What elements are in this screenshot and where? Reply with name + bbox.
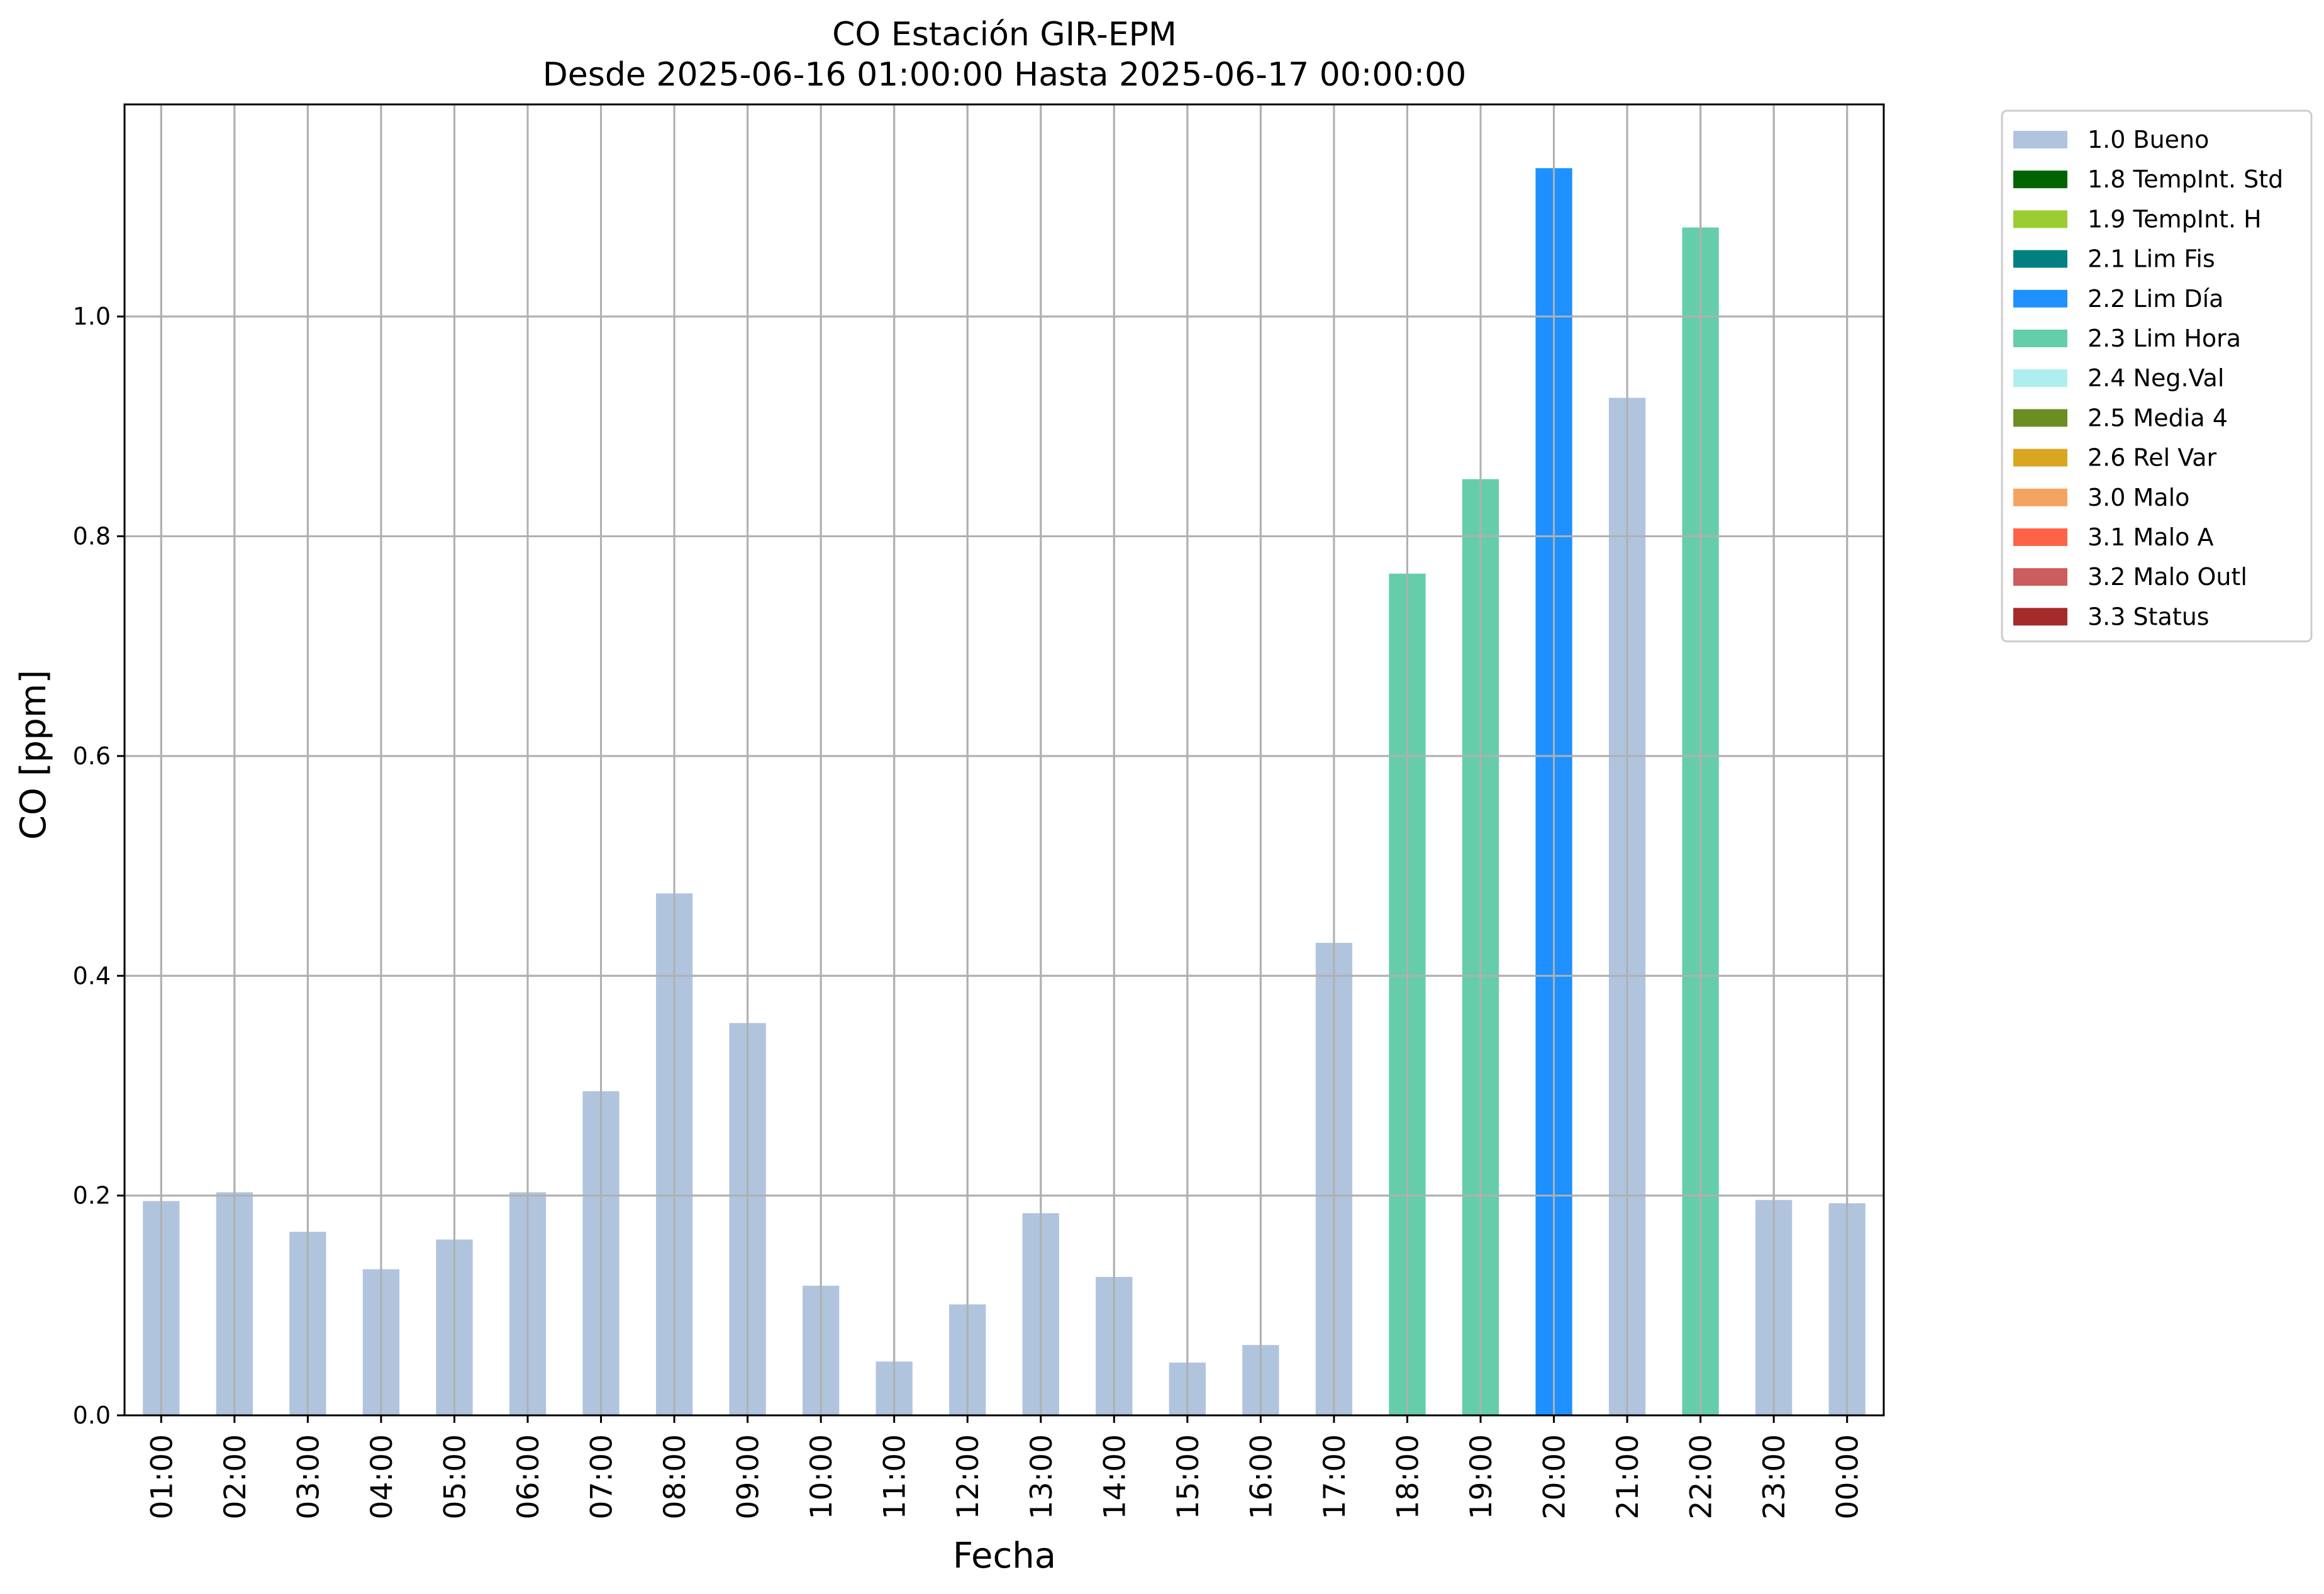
chart-subtitle: Desde 2025-06-16 01:00:00 Hasta 2025-06-… bbox=[543, 56, 1467, 94]
y-tick-label: 0.6 bbox=[73, 742, 111, 770]
legend-entry-label: 2.5 Media 4 bbox=[2088, 404, 2228, 432]
legend-swatch bbox=[2013, 250, 2067, 268]
y-axis: 0.0 0.2 0.4 0.6 0.8 1.0 bbox=[73, 303, 125, 1429]
x-tick-label: 17:00 bbox=[1318, 1434, 1352, 1519]
x-tick-label: 04:00 bbox=[365, 1434, 399, 1519]
legend-swatch bbox=[2013, 528, 2067, 546]
x-tick-label: 11:00 bbox=[878, 1434, 913, 1519]
legend-swatch bbox=[2013, 210, 2067, 228]
legend-entry-label: 1.8 TempInt. Std bbox=[2088, 165, 2283, 193]
x-tick-label: 19:00 bbox=[1464, 1434, 1499, 1519]
x-tick-label: 01:00 bbox=[145, 1434, 179, 1519]
legend-entry-label: 3.0 Malo bbox=[2088, 484, 2189, 511]
x-axis: 01:00 02:00 03:00 04:00 05:00 06:00 07:00 08:00… bbox=[145, 1415, 1865, 1519]
legend-entry-label: 2.2 Lim Día bbox=[2088, 285, 2223, 313]
x-tick-label: 05:00 bbox=[438, 1434, 472, 1519]
plot-area-frame bbox=[123, 103, 1885, 1417]
legend-swatch bbox=[2013, 369, 2067, 387]
legend-entry-label: 2.4 Neg.Val bbox=[2088, 364, 2224, 392]
x-tick-label: 20:00 bbox=[1538, 1434, 1572, 1519]
legend-swatch bbox=[2013, 488, 2067, 506]
legend-box bbox=[2001, 109, 2313, 643]
x-tick-label: 06:00 bbox=[511, 1434, 546, 1519]
legend-swatch bbox=[2013, 449, 2067, 467]
legend-entry-label: 3.1 Malo A bbox=[2088, 523, 2213, 551]
legend-swatch bbox=[2013, 608, 2067, 626]
x-tick-label: 12:00 bbox=[951, 1434, 986, 1519]
legend-swatch bbox=[2013, 170, 2067, 189]
x-tick-label: 22:00 bbox=[1684, 1434, 1719, 1519]
legend-swatch bbox=[2013, 568, 2067, 586]
legend-entry-label: 2.1 Lim Fis bbox=[2088, 245, 2215, 273]
y-tick-label: 1.0 bbox=[73, 303, 111, 330]
legend-entry-label: 2.3 Lim Hora bbox=[2088, 325, 2241, 352]
legend-entry-label: 1.0 Bueno bbox=[2088, 126, 2209, 153]
x-tick-label: 13:00 bbox=[1025, 1434, 1059, 1519]
legend-entry-label: 2.6 Rel Var bbox=[2088, 444, 2217, 472]
y-tick-label: 0.2 bbox=[73, 1182, 111, 1210]
x-tick-label: 23:00 bbox=[1757, 1434, 1792, 1519]
x-tick-label: 02:00 bbox=[218, 1434, 253, 1519]
y-axis-label: CO [ppm] bbox=[13, 670, 54, 840]
x-tick-label: 09:00 bbox=[731, 1434, 766, 1519]
x-tick-label: 03:00 bbox=[291, 1434, 326, 1519]
legend-entry-label: 3.3 Status bbox=[2088, 603, 2210, 630]
x-tick-label: 21:00 bbox=[1611, 1434, 1645, 1519]
x-axis-label: Fecha bbox=[953, 1535, 1056, 1576]
legend-swatch bbox=[2013, 289, 2067, 308]
legend-swatch bbox=[2013, 131, 2067, 148]
x-tick-label: 16:00 bbox=[1244, 1434, 1279, 1519]
y-tick-label: 0.8 bbox=[73, 523, 111, 550]
x-tick-label: 14:00 bbox=[1098, 1434, 1132, 1519]
x-tick-label: 00:00 bbox=[1831, 1434, 1865, 1519]
legend-swatch bbox=[2013, 409, 2067, 427]
y-tick-label: 0.0 bbox=[73, 1402, 111, 1429]
legend: 1.0 Bueno 1.8 TempInt. Std 1.9 TempInt. H 2… bbox=[2001, 109, 2313, 643]
x-tick-label: 08:00 bbox=[658, 1434, 692, 1519]
x-tick-label: 10:00 bbox=[804, 1434, 839, 1519]
x-tick-label: 18:00 bbox=[1391, 1434, 1425, 1519]
legend-entry-label: 3.2 Malo Outl bbox=[2088, 563, 2247, 591]
grid-overlay bbox=[125, 104, 1884, 1417]
y-tick-label: 0.4 bbox=[73, 962, 111, 989]
chart-title: CO Estación GIR-EPM bbox=[832, 16, 1177, 53]
legend-swatch bbox=[2013, 330, 2067, 347]
bars bbox=[125, 104, 1884, 1417]
legend-entry-label: 1.9 TempInt. H bbox=[2088, 205, 2262, 233]
x-tick-label: 07:00 bbox=[585, 1434, 620, 1519]
x-tick-label: 15:00 bbox=[1171, 1434, 1206, 1519]
